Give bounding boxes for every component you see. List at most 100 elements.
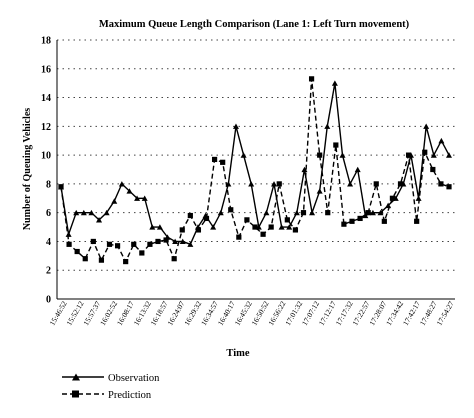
point-prediction [82,256,88,262]
point-observation [103,209,110,216]
chart-title: Maximum Queue Length Comparison (Lane 1:… [99,19,410,30]
legend-item-observation: Observation [62,373,160,384]
x-tick-labels: 15:46:5215:52:1215:57:3716:02:5216:08:17… [48,299,456,327]
legend-square-marker [72,390,79,398]
point-observation [293,209,300,216]
point-observation [263,209,270,216]
point-observation [156,224,163,230]
point-prediction [430,166,436,173]
point-prediction [292,227,299,233]
point-observation [316,188,323,194]
point-prediction [90,238,96,245]
point-prediction [422,149,428,155]
point-observation [301,166,308,173]
point-observation [210,224,217,230]
point-prediction [438,181,444,187]
point-prediction [325,210,331,216]
y-tick-label: 16 [41,64,51,75]
point-observation [354,166,361,173]
series-line-prediction [60,78,450,264]
point-prediction [414,218,420,224]
y-tick-label: 8 [46,179,51,190]
point-prediction [114,243,121,249]
point-prediction [308,76,315,82]
legend-item-prediction: Prediction [62,390,152,401]
point-prediction [373,181,379,187]
point-prediction [357,215,363,222]
point-observation [141,195,148,201]
point-observation [339,152,346,158]
point-observation [271,181,278,187]
point-observation [80,209,87,216]
point-observation [240,152,247,158]
point-observation [179,238,186,245]
gridlines [57,39,455,271]
y-tick-label: 4 [46,237,51,248]
y-axis-label: Number of Queuing Vehicles [22,108,33,230]
series-layer [58,76,452,265]
point-observation [331,80,338,86]
point-prediction [131,241,137,247]
point-prediction [405,152,412,158]
point-prediction [341,221,347,227]
point-observation [369,209,376,216]
point-observation [134,195,141,201]
point-prediction [252,224,258,230]
point-observation [149,224,156,230]
point-prediction [211,156,218,163]
point-prediction [349,218,355,224]
point-observation [88,209,95,216]
point-prediction [195,227,202,233]
point-observation [217,209,224,216]
point-observation [324,123,331,129]
point-prediction [58,184,64,190]
y-tick-label: 10 [41,151,51,162]
point-observation [347,181,354,187]
point-prediction [333,142,339,148]
point-prediction [139,250,145,256]
series-line-observation [60,83,450,246]
point-observation [65,231,72,237]
point-observation [423,123,430,129]
point-observation [111,198,118,204]
point-observation [446,152,452,158]
point-prediction [276,181,282,187]
point-prediction [317,152,323,158]
point-prediction [179,227,185,233]
point-observation [118,181,125,187]
point-observation [377,209,384,216]
point-observation [126,188,133,194]
point-prediction [171,256,177,262]
point-observation [415,195,422,201]
legend-label-prediction: Prediction [108,390,152,401]
point-prediction [147,241,153,247]
point-prediction [365,210,371,216]
point-prediction [123,258,129,265]
legend-triangle-marker [72,373,80,381]
point-observation [278,224,285,230]
y-tick-label: 2 [46,266,51,277]
point-observation [232,123,239,129]
point-prediction [260,231,266,237]
point-prediction [106,241,113,247]
point-prediction [300,210,307,216]
point-observation [172,238,179,245]
y-tick-label: 6 [46,208,51,219]
legend-label-observation: Observation [108,373,160,384]
point-observation [248,181,255,187]
point-prediction [446,184,452,190]
y-tick-label: 0 [46,295,51,306]
point-observation [430,152,437,158]
point-prediction [228,207,234,213]
point-prediction [66,241,72,247]
point-prediction [203,215,210,222]
point-observation [286,224,293,230]
point-prediction [381,218,387,224]
y-tick-label: 14 [41,93,51,104]
y-tick-label: 18 [41,36,51,47]
point-prediction [268,224,274,230]
point-prediction [244,217,250,223]
legend: Observation Prediction [62,373,160,401]
point-prediction [389,195,396,201]
